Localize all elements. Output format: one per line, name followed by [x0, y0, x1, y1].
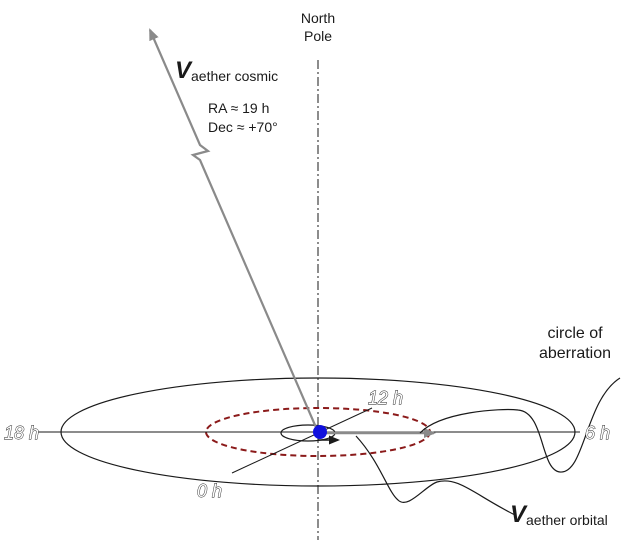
circle-of-aberration-label-line2: aberration — [539, 345, 611, 362]
ra-label: RA ≈ 19 h — [208, 100, 269, 116]
north-pole-label-line1: North — [301, 10, 335, 26]
cosmic-vector-label: Vaether cosmic — [175, 57, 278, 84]
earth-dot — [313, 425, 327, 439]
hour-label-0h: 0 h — [197, 481, 222, 501]
hour-label-12h: 12 h — [368, 388, 403, 408]
dec-label: Dec ≈ +70° — [208, 119, 278, 135]
orbital-vector-label: Vaether orbital — [510, 501, 608, 528]
circle-of-aberration-label-line1: circle of — [547, 325, 603, 342]
north-pole-label-line2: Pole — [304, 28, 332, 44]
hour-line-0-12 — [231, 407, 373, 474]
aberration-leader-line — [419, 377, 621, 473]
orbital-leader-line — [355, 435, 516, 516]
hour-label-18h: 18 h — [4, 423, 39, 443]
hour-label-6h: 6 h — [585, 423, 610, 443]
cosmic-vector — [148, 28, 320, 433]
